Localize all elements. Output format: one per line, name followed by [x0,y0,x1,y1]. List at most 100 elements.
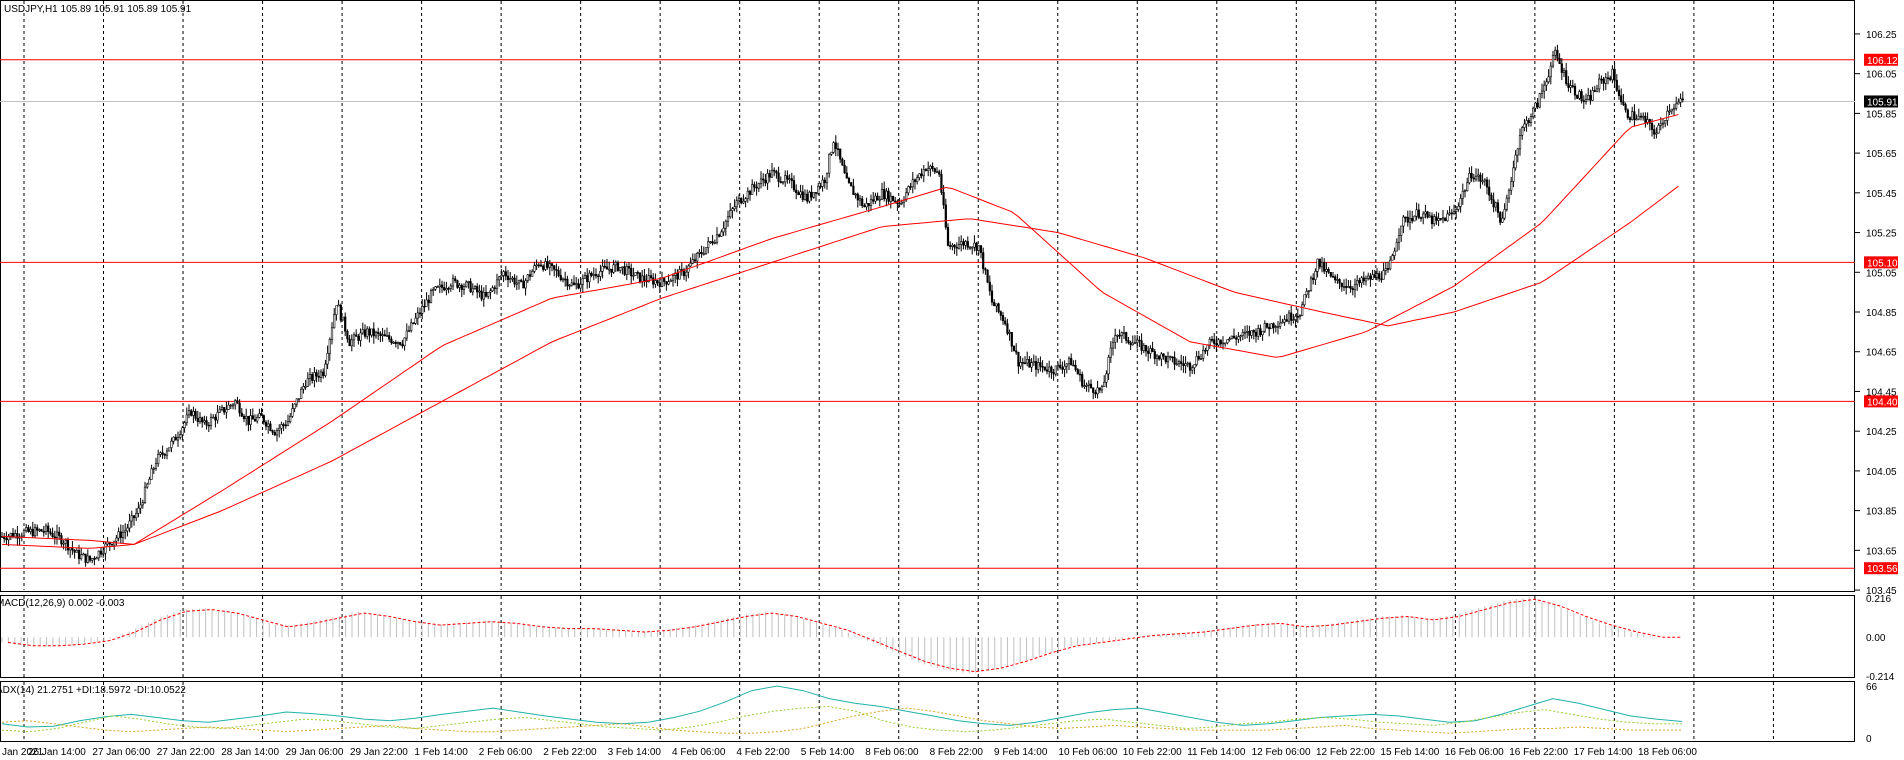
candle-body [880,188,884,200]
candle-body [1197,356,1200,360]
candle-body [975,242,978,251]
candle-body [1512,167,1515,182]
candle-body [1257,328,1260,337]
candle-body [1268,327,1271,330]
candle-body [594,274,598,277]
candle-body [1140,340,1143,351]
candle-body [467,281,470,283]
candle-body [1138,339,1141,342]
candle-body [907,186,910,194]
candle-body [940,173,943,193]
candle-body [812,192,815,198]
candle-body [792,180,796,191]
candle-body [1116,334,1119,337]
price-tick-label: 103.65 [1866,546,1897,557]
candle-body [733,206,736,210]
candle-body [1655,132,1658,135]
candle-body [1422,213,1425,219]
candle-body [1303,294,1306,306]
candle-body [36,527,39,531]
adx-minus-di-line [1,707,1682,734]
candle-body [1547,76,1550,83]
candle-body [117,531,120,539]
candle-body [286,421,290,426]
candle-body [484,292,488,297]
candle-body [839,148,842,160]
candle-body [1364,278,1368,282]
candle-body [814,192,818,194]
candle-body [1125,332,1128,341]
candle-body [97,550,100,559]
candle-body [1230,335,1233,339]
candle-body [1166,356,1170,363]
candle-body [1510,181,1513,191]
candle-body [623,266,626,275]
candle-body [161,452,164,455]
candle-body [1272,323,1275,328]
candle-body [44,525,48,532]
macd-signal-line [7,598,1682,673]
candle-body [1397,235,1401,243]
candle-body [62,542,65,545]
candle-body [898,203,901,205]
candle-body [1290,312,1293,321]
candle-body [238,402,241,414]
candle-body [1312,277,1315,280]
candle-body [1056,364,1060,367]
candle-body [227,404,230,410]
candle-body [1459,198,1462,207]
candle-body [817,185,820,194]
candle-body [632,275,635,277]
candle-body [157,454,160,464]
candle-body [357,336,360,341]
candle-body [60,535,63,545]
candle-body [924,169,928,171]
candle-body [190,410,193,416]
time-tick-label: 11 Feb 14:00 [1187,747,1246,758]
candle-body [933,168,936,173]
candle-body [1666,110,1669,121]
candle-body [1529,116,1533,123]
candle-body [504,271,507,277]
candle-body [982,252,985,270]
candle-body [88,555,92,561]
candle-body [762,178,765,181]
candle-body [115,537,118,542]
candle-body [806,193,809,202]
candle-body [570,282,573,286]
candle-body [1650,122,1654,130]
time-tick-label: 1 Feb 14:00 [414,747,468,758]
candle-body [876,195,879,201]
candle-body [355,334,358,337]
candle-body [1441,217,1445,220]
candle-body [196,417,199,422]
candle-body [1525,120,1528,125]
candle-body [1606,77,1610,80]
candle-body [993,301,996,307]
time-tick-label: 26 Jan 14:00 [28,747,86,758]
candle-body [773,169,776,172]
candle-body [1224,342,1227,345]
candle-body [685,271,688,277]
candle-body [863,205,866,208]
candle-body [176,437,180,441]
candle-body [878,198,881,201]
candle-body [1067,357,1071,365]
candle-body [579,284,582,289]
time-tick-label: 10 Feb 06:00 [1058,747,1117,758]
candle-body [630,267,633,277]
candle-body [834,142,837,149]
candle-body [676,272,679,280]
time-tick-label: 2 Feb 06:00 [479,747,533,758]
candle-body [1004,320,1007,325]
candle-body [440,284,444,288]
candle-body [1362,277,1365,282]
candle-body [1329,272,1332,277]
candle-body [781,181,785,184]
candle-body [135,513,138,519]
candle-body [999,311,1002,316]
candle-body [1345,286,1348,288]
candle-body [711,241,714,244]
current-price-label: 105.91 [1867,97,1898,108]
price-tick-label: 105.25 [1866,229,1897,240]
